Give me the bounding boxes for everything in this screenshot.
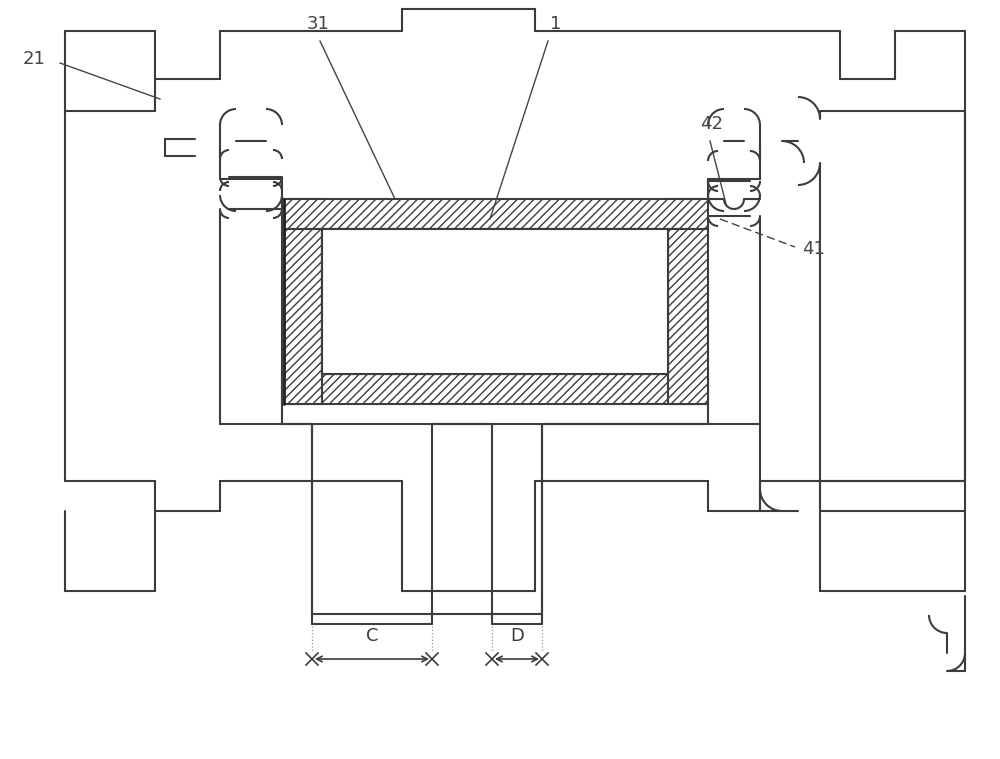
Bar xyxy=(668,229,708,404)
Text: 31: 31 xyxy=(307,15,329,33)
Text: C: C xyxy=(366,627,378,645)
Text: 1: 1 xyxy=(550,15,562,33)
Text: 42: 42 xyxy=(700,115,724,133)
Bar xyxy=(282,229,322,404)
Bar xyxy=(322,229,668,374)
Text: D: D xyxy=(510,627,524,645)
Bar xyxy=(282,374,708,404)
Text: 41: 41 xyxy=(802,240,825,258)
Bar xyxy=(282,199,708,229)
Text: 21: 21 xyxy=(22,50,45,68)
